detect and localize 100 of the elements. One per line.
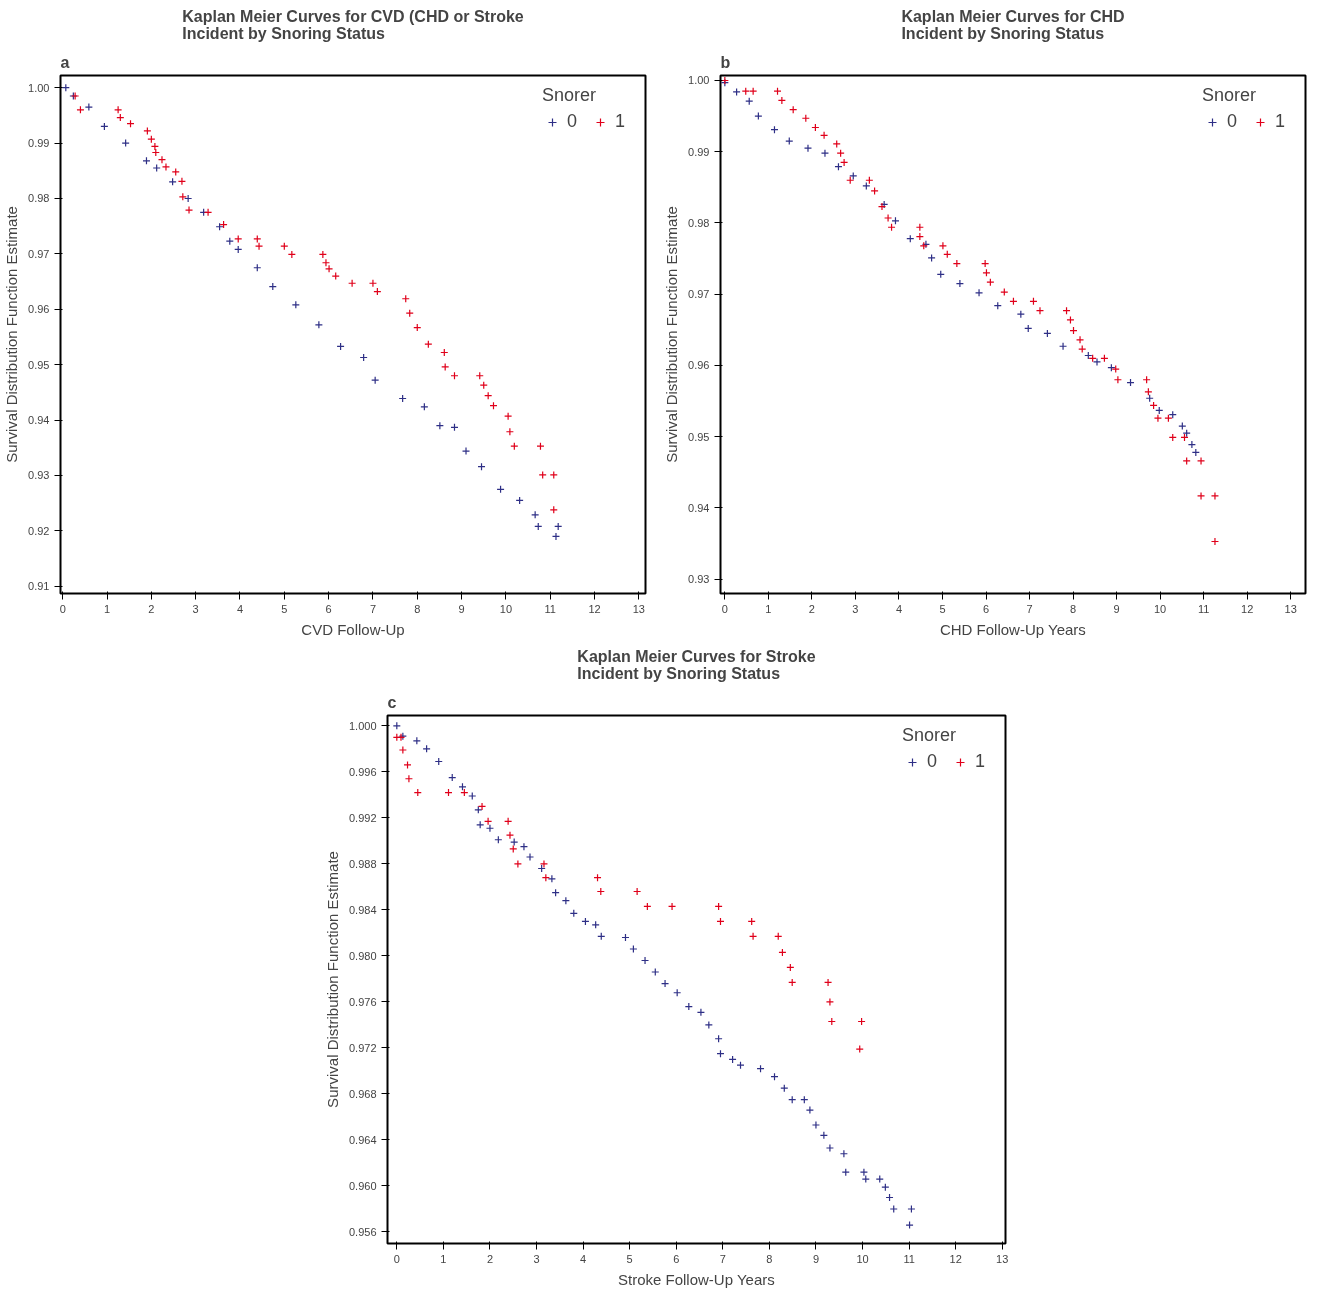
x-tick-label: 13 xyxy=(996,1252,1009,1265)
point xyxy=(651,967,660,977)
x-tick-label: 3 xyxy=(533,1252,540,1265)
legend-label: 1 xyxy=(1275,111,1286,132)
point xyxy=(505,427,514,436)
point xyxy=(477,802,487,811)
x-tick-label: 1 xyxy=(765,602,772,615)
point xyxy=(157,155,167,164)
y-tick-label: 0.95 xyxy=(688,430,710,443)
text: b xyxy=(720,53,731,71)
y-tick-label: 0.972 xyxy=(348,1041,377,1054)
chart-title: Kaplan Meier Curves for CVD (CHD or Stroke Incident by Snoring Status xyxy=(182,7,524,42)
y-tick-label: 0.94 xyxy=(688,502,710,514)
point xyxy=(510,837,519,847)
point xyxy=(435,421,444,430)
y-tick-label: 0.97 xyxy=(688,288,710,301)
x-tick-label: 8 xyxy=(1070,602,1077,615)
point xyxy=(839,1149,848,1158)
x-tick-label: 5 xyxy=(939,602,946,615)
x-tick-label: 13 xyxy=(632,602,645,615)
point xyxy=(591,920,600,929)
point xyxy=(982,268,991,277)
point xyxy=(505,831,515,840)
x-tick-label: 1 xyxy=(440,1252,447,1265)
y-tick-label: 0.984 xyxy=(348,903,377,916)
point xyxy=(875,1174,884,1184)
point xyxy=(660,979,670,988)
x-tick-label: 5 xyxy=(281,602,288,615)
point xyxy=(803,144,813,153)
point xyxy=(398,745,407,755)
point xyxy=(504,412,513,421)
x-tick-label: 12 xyxy=(1241,602,1254,615)
point xyxy=(519,842,529,851)
point xyxy=(907,1204,916,1214)
y-axis-title: Survival Distribution Function Estimate xyxy=(663,206,681,463)
y-tick-label: 0.98 xyxy=(688,216,710,229)
y-tick-label: 0.92 xyxy=(28,524,50,537)
point xyxy=(331,271,340,281)
point xyxy=(539,859,549,868)
x-tick-label: 3 xyxy=(852,602,859,615)
x-tick-label: 2 xyxy=(486,1252,494,1265)
y-tick-label: 0.91 xyxy=(28,580,50,593)
point xyxy=(785,136,794,146)
point xyxy=(171,167,180,176)
point xyxy=(314,320,323,329)
point xyxy=(1058,342,1068,351)
point xyxy=(531,510,540,519)
x-tick-label: 12 xyxy=(588,602,601,615)
point xyxy=(504,817,513,826)
x-tick-label: 9 xyxy=(1113,602,1120,615)
y-tick-label: 0.960 xyxy=(348,1179,377,1192)
point xyxy=(883,213,893,223)
point xyxy=(1144,387,1153,396)
point xyxy=(1153,414,1163,423)
point xyxy=(348,279,357,288)
point xyxy=(849,171,858,181)
x-tick-label: 7 xyxy=(719,1252,726,1265)
point xyxy=(1210,537,1220,546)
point xyxy=(819,131,829,140)
x-tick-label: 0 xyxy=(393,1252,400,1265)
point xyxy=(483,817,493,826)
y-tick-label: 1.00 xyxy=(688,74,710,87)
point xyxy=(891,216,900,225)
point xyxy=(485,824,495,833)
point xyxy=(819,1131,828,1140)
point xyxy=(404,774,414,783)
chart-title: Kaplan Meier Curves for Stroke Incident by Snoring Status xyxy=(577,647,816,682)
y-tick-label: 0.99 xyxy=(28,137,50,150)
point xyxy=(234,234,243,244)
point xyxy=(253,234,262,244)
point xyxy=(927,253,936,262)
x-tick-label: 4 xyxy=(236,602,244,615)
y-tick-label: 0.95 xyxy=(28,358,50,371)
point xyxy=(825,1143,835,1153)
point xyxy=(1196,456,1206,466)
point xyxy=(461,447,471,456)
point xyxy=(754,112,763,121)
x-tick-label: 10 xyxy=(499,602,513,615)
x-tick-label: 8 xyxy=(414,602,421,615)
point xyxy=(805,1105,814,1115)
point xyxy=(152,163,161,173)
point xyxy=(368,279,378,288)
y-axis-title: Survival Distribution Function Estimate xyxy=(3,206,21,463)
point xyxy=(143,126,152,135)
legend-title: Snorer xyxy=(1202,85,1258,106)
point xyxy=(254,242,264,251)
point xyxy=(184,194,193,203)
point xyxy=(938,241,948,250)
point xyxy=(955,279,964,288)
point xyxy=(551,532,561,541)
point xyxy=(629,944,638,954)
point xyxy=(881,1183,890,1192)
x-tick-label: 2 xyxy=(808,602,815,615)
point xyxy=(1178,421,1187,431)
point xyxy=(832,139,841,148)
x-axis-title: CVD Follow-Up xyxy=(301,620,405,638)
point xyxy=(825,997,835,1007)
y-tick-label: 0.992 xyxy=(348,811,377,824)
point xyxy=(862,181,871,191)
legend-label: 1 xyxy=(975,751,986,772)
